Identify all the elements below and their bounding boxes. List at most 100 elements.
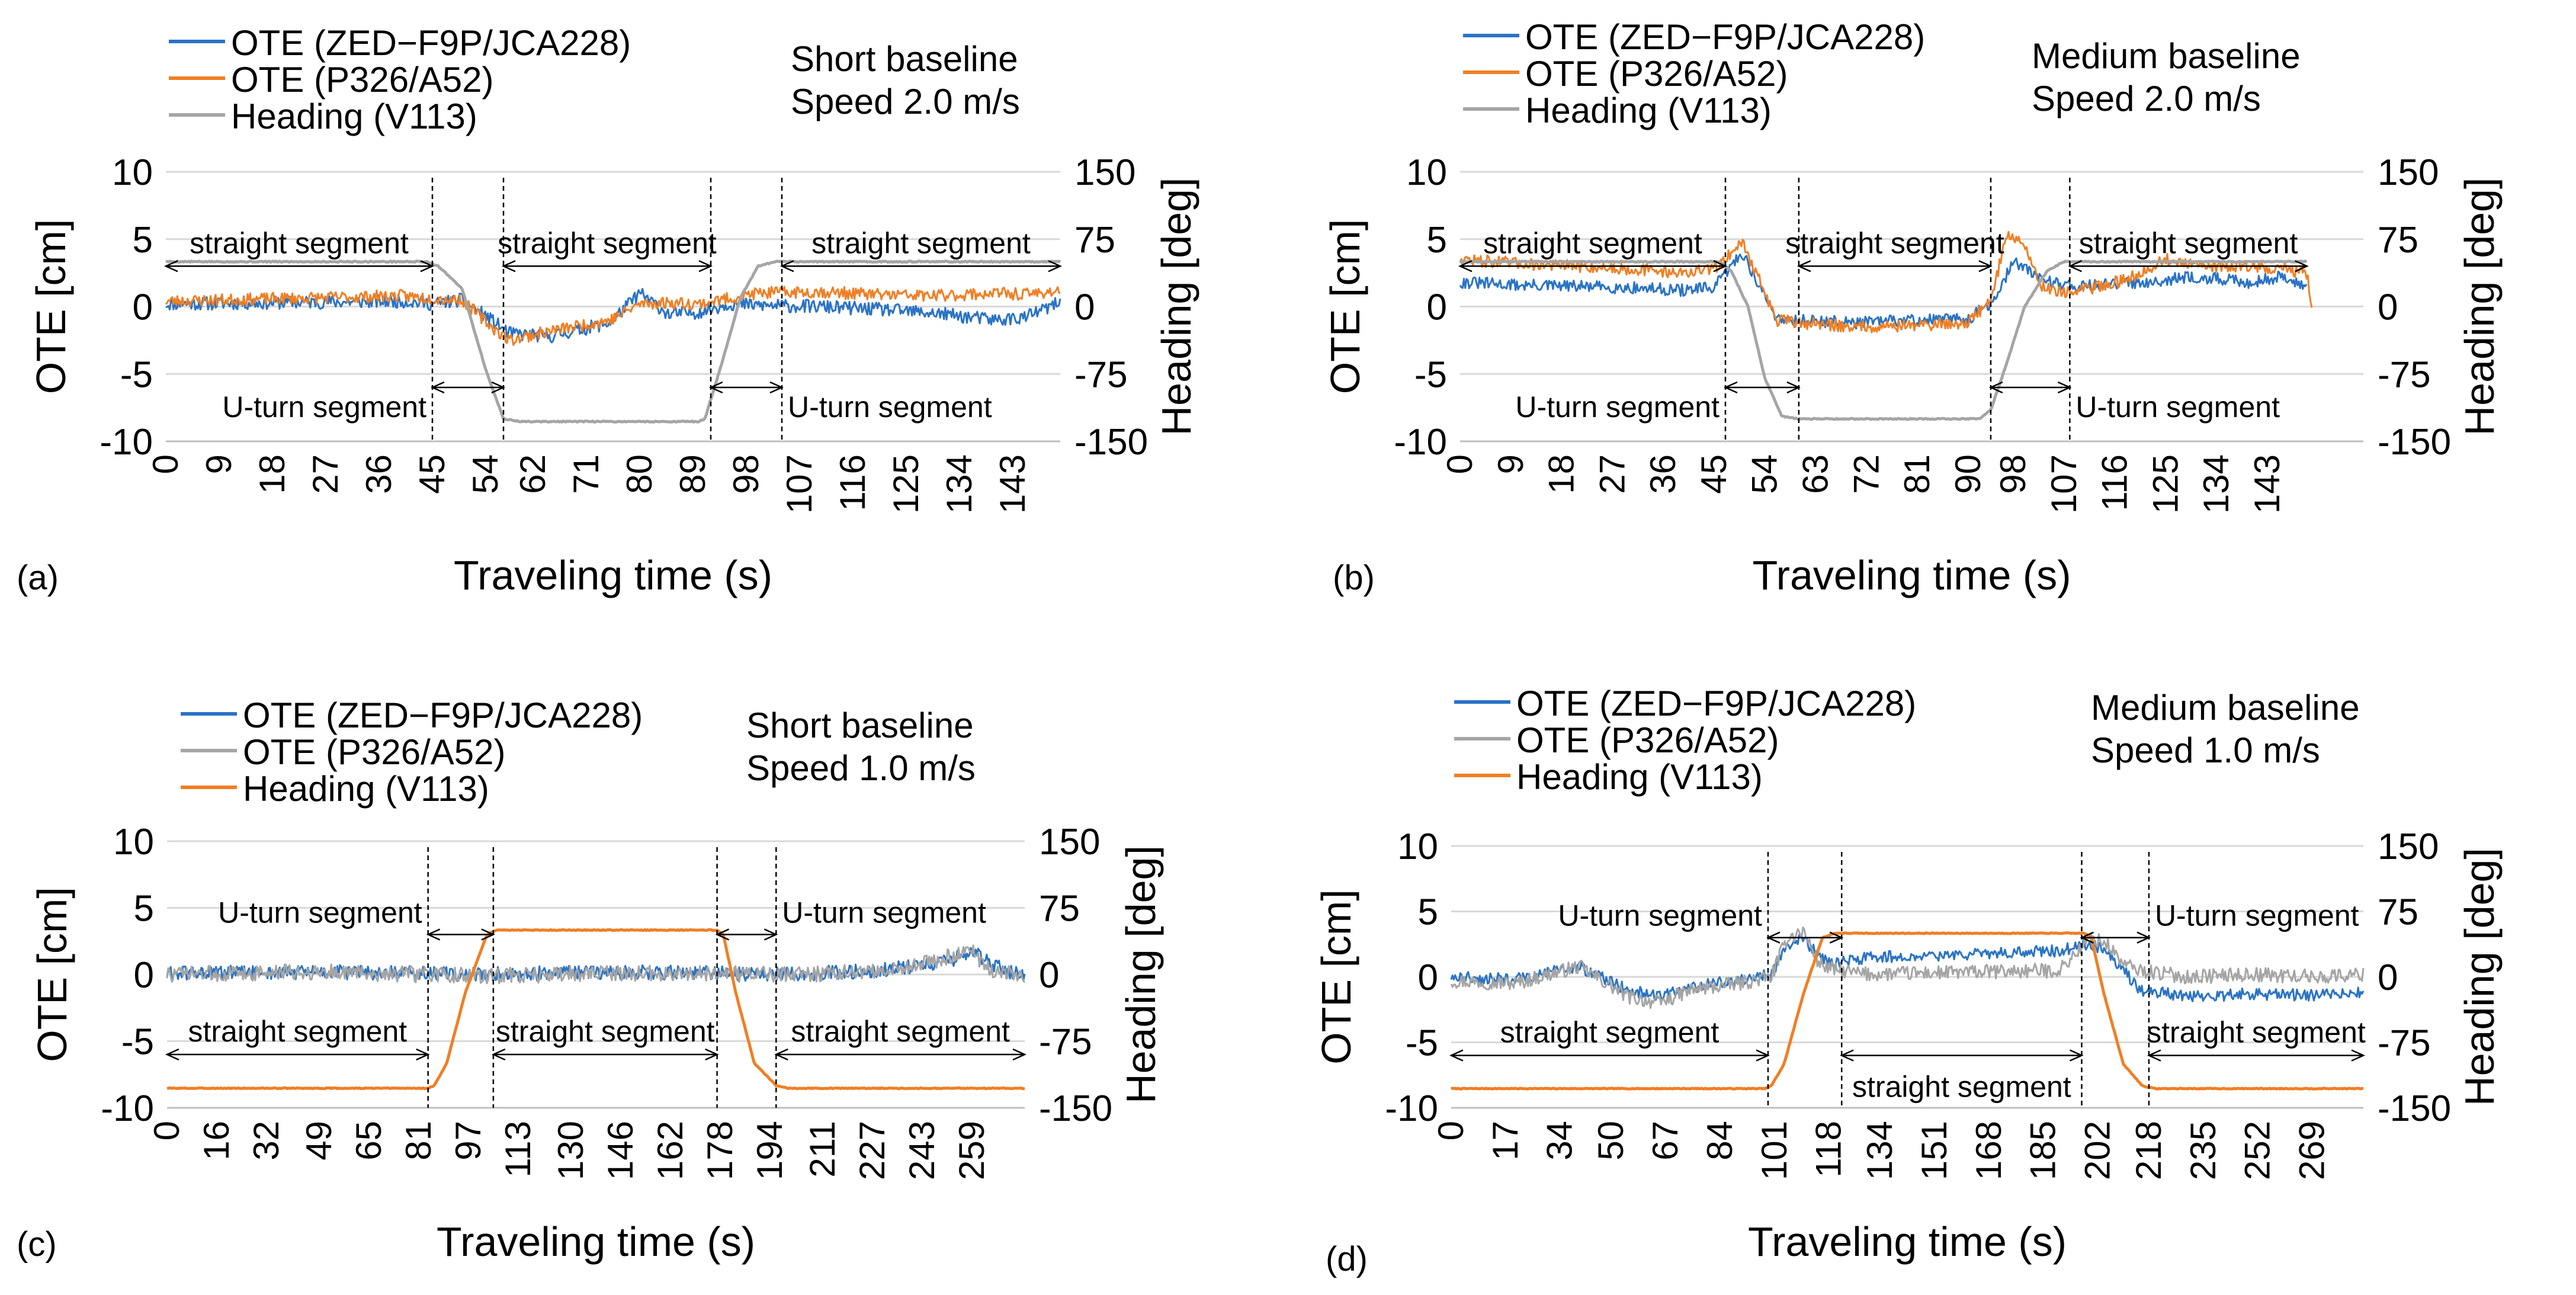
segment-arrow	[2080, 931, 2151, 944]
legend-label: Heading (V113)	[231, 97, 477, 136]
legend-label: OTE (P326/A52)	[231, 60, 494, 100]
segment-label: straight segment	[2147, 1016, 2366, 1049]
panel-label: (d)	[1326, 1240, 1368, 1278]
segment-arrow-left-head	[430, 381, 445, 394]
segment-arrow-left-head	[501, 260, 516, 273]
y-tick-label: -5	[1414, 354, 1447, 395]
y2-tick-label: 0	[2378, 287, 2398, 328]
segment-arrow-right-head	[1786, 381, 1801, 394]
y2-tick-label: -150	[1039, 1088, 1112, 1129]
y2-axis-title: Heading [deg]	[1118, 845, 1164, 1104]
x-tick-label: 118	[1809, 1121, 1849, 1178]
x-tick-label: 67	[1645, 1121, 1685, 1161]
x-tick-label: 116	[833, 454, 872, 511]
info-text: Speed 2.0 m/s	[2032, 79, 2261, 118]
x-tick-label: 34	[1540, 1121, 1580, 1161]
segment-arrow-left-head	[2068, 260, 2082, 273]
segment-arrow-right-head	[416, 1048, 430, 1061]
legend-label: OTE (P326/A52)	[1516, 720, 1779, 760]
y2-tick-label: 150	[1074, 152, 1135, 193]
segment-arrow-left-head	[163, 260, 178, 273]
series-line-3	[1459, 259, 2308, 421]
segment-arrow-left-head	[2080, 931, 2094, 944]
y-tick-label: 10	[1397, 826, 1438, 867]
x-tick-label: 98	[1993, 454, 2033, 494]
y2-tick-label: 150	[2378, 826, 2439, 867]
x-tick-label: 107	[2044, 454, 2084, 514]
y2-tick-label: -150	[2378, 422, 2451, 463]
legend-label: OTE (P326/A52)	[243, 732, 506, 772]
x-tick-label: 125	[2145, 454, 2185, 514]
x-tick-label: 227	[852, 1121, 892, 1180]
segment-arrow	[165, 1048, 430, 1061]
segment-arrow	[1723, 381, 1801, 394]
segment-label: U-turn segment	[788, 390, 992, 424]
segment-label: straight segment	[1500, 1016, 1720, 1049]
segment-label: straight segment	[496, 1015, 715, 1048]
info-text: Medium baseline	[2032, 36, 2301, 76]
x-tick-label: 36	[359, 454, 399, 494]
x-tick-label: 71	[566, 454, 606, 494]
legend-label: Heading (V113)	[1525, 91, 1772, 130]
x-tick-label: 0	[146, 454, 185, 474]
panel-label: (b)	[1333, 559, 1375, 597]
y2-tick-label: 0	[1039, 955, 1059, 996]
series-line-2	[1459, 230, 2313, 334]
legend-label: OTE (ZED−F9P/JCA228)	[1525, 17, 1925, 57]
x-tick-label: 18	[252, 454, 292, 494]
x-tick-label: 0	[1440, 454, 1480, 474]
x-tick-label: 143	[2247, 454, 2287, 514]
y-tick-label: -10	[100, 422, 153, 463]
segment-arrow	[2068, 260, 2309, 273]
y2-axis-title: Heading [deg]	[2456, 848, 2503, 1106]
y2-tick-label: 150	[2378, 152, 2439, 193]
segment-arrow	[430, 381, 506, 394]
y2-tick-label: -150	[1074, 422, 1148, 463]
y-tick-label: -5	[120, 354, 153, 395]
segment-label: U-turn segment	[1515, 390, 1720, 424]
x-axis-title: Traveling time (s)	[1752, 552, 2071, 598]
x-tick-label: 45	[1694, 454, 1734, 494]
x-tick-label: 84	[1700, 1121, 1740, 1161]
segment-arrow	[1458, 260, 1728, 273]
legend-label: OTE (ZED−F9P/JCA228)	[231, 23, 631, 63]
y2-tick-label: -75	[2378, 354, 2431, 395]
y-tick-label: -5	[1406, 1023, 1438, 1064]
info-text: Medium baseline	[2091, 688, 2360, 727]
x-tick-label: 143	[993, 454, 1032, 514]
segment-label: straight segment	[791, 1015, 1010, 1048]
x-tick-label: 65	[349, 1121, 389, 1161]
segment-arrow-right-head	[420, 260, 435, 273]
y-tick-label: 0	[1418, 957, 1438, 998]
x-tick-label: 146	[601, 1121, 640, 1180]
x-tick-label: 252	[2238, 1121, 2277, 1180]
segment-arrow-left-head	[1449, 1049, 1464, 1062]
segment-arrow	[1840, 1049, 2084, 1062]
legend-label: OTE (P326/A52)	[1525, 54, 1788, 94]
x-tick-label: 151	[1914, 1121, 1954, 1180]
x-tick-label: 235	[2183, 1121, 2223, 1180]
legend-label: Heading (V113)	[243, 769, 489, 809]
segment-arrow-left-head	[779, 260, 794, 273]
segment-arrow	[163, 260, 435, 273]
series-line-3	[1451, 931, 2364, 1091]
segment-arrow-left-head	[1797, 260, 1811, 273]
x-tick-label: 113	[498, 1121, 538, 1178]
panel-label: (a)	[17, 559, 59, 597]
y2-tick-label: 0	[1074, 287, 1095, 328]
x-tick-label: 178	[700, 1121, 740, 1180]
y-tick-label: 5	[133, 220, 153, 261]
segment-arrow	[1766, 931, 1844, 944]
segment-arrow	[1797, 260, 1993, 273]
segment-arrow-left-head	[774, 1048, 788, 1061]
x-tick-label: 18	[1542, 454, 1581, 494]
x-tick-label: 134	[939, 454, 979, 514]
segment-arrow-right-head	[705, 1048, 719, 1061]
segment-label: straight segment	[1785, 226, 2004, 259]
y-axis-title: OTE [cm]	[28, 219, 74, 395]
x-tick-label: 97	[448, 1121, 488, 1161]
y2-tick-label: 150	[1039, 822, 1100, 863]
panel-label: (c)	[17, 1225, 57, 1264]
y-tick-label: 0	[134, 955, 154, 996]
